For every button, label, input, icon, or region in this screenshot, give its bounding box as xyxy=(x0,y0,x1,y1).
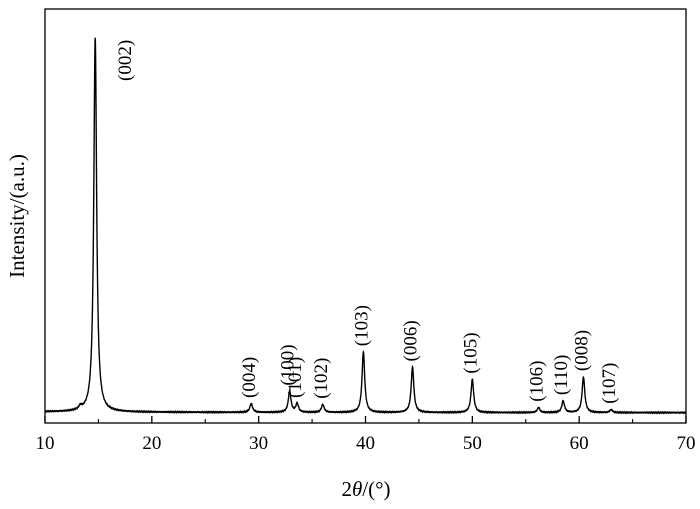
peak-label: (101) xyxy=(285,357,306,398)
peak-label: (006) xyxy=(401,320,422,361)
x-axis-ticks xyxy=(44,416,687,423)
x-tick-label: 30 xyxy=(249,433,268,454)
peak-label: (103) xyxy=(351,305,372,346)
peak-label: (105) xyxy=(460,332,481,373)
peak-label: (008) xyxy=(571,330,592,371)
x-tick-label: 10 xyxy=(36,433,55,454)
x-tick-label: 70 xyxy=(677,433,696,454)
peak-label: (102) xyxy=(311,358,332,399)
x-tick-label: 50 xyxy=(463,433,482,454)
y-axis-label: Intensity/(a.u.) xyxy=(5,154,29,278)
peak-label: (002) xyxy=(115,40,136,81)
x-tick-label: 20 xyxy=(142,433,161,454)
peak-label: (107) xyxy=(599,363,620,404)
xrd-pattern-line xyxy=(44,37,687,415)
peak-label: (110) xyxy=(551,355,572,395)
peak-label: (106) xyxy=(527,361,548,402)
x-tick-label: 40 xyxy=(356,433,375,454)
x-axis-label: 2θ/(°) xyxy=(341,477,390,501)
x-tick-label: 60 xyxy=(570,433,589,454)
x-axis-tick-labels: 10 20 30 40 50 60 70 xyxy=(36,433,696,454)
peak-labels: (002) (004) (100)(101) (102) (103) (006) (105)… xyxy=(115,40,620,404)
peak-label: (004) xyxy=(239,357,260,398)
peak-label: (100) xyxy=(278,344,299,385)
